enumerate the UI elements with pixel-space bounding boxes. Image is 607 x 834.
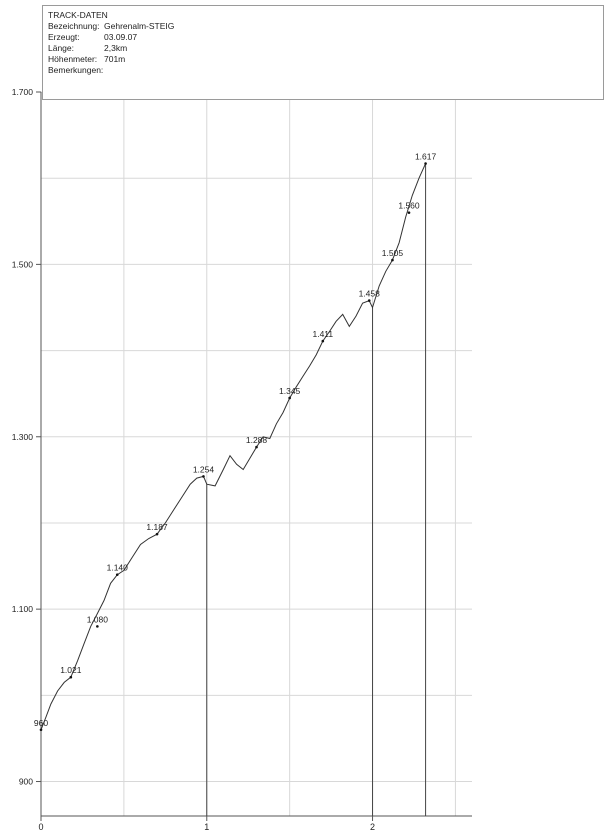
elevation-point: [407, 211, 411, 214]
elevation-point-label: 1.458: [359, 289, 381, 299]
info-key: Bemerkungen:: [48, 65, 104, 75]
y-tick-label: 1.700: [12, 87, 34, 97]
elevation-point: [69, 675, 73, 679]
info-value: 2,3km: [104, 43, 128, 53]
axes: 900 1.100 1.300 1.500 1.700 0 1 2: [12, 87, 472, 832]
elevation-point: [321, 339, 325, 343]
elevation-point-label: 1.411: [312, 329, 333, 339]
elevation-point-label: 1.140: [107, 563, 129, 573]
elevation-point-label: 1.021: [60, 665, 82, 675]
elevation-point: [115, 573, 119, 576]
info-key: Erzeugt:: [48, 32, 80, 42]
elevation-point: [96, 625, 99, 628]
elevation-point: [202, 475, 205, 478]
elevation-point-label: 1.560: [398, 201, 420, 211]
elevation-point-label: 1.187: [146, 522, 168, 532]
info-value: 701m: [104, 54, 126, 64]
elevation-point-label: 1.505: [382, 248, 404, 258]
elevation-point: [255, 445, 258, 449]
info-value: 03.09.07: [104, 32, 138, 42]
elevation-point: [288, 396, 291, 400]
elevation-point: [155, 532, 159, 536]
info-key: Höhenmeter:: [48, 54, 98, 64]
elevation-point: [424, 162, 427, 165]
elevation-point: [391, 258, 394, 262]
labeled-points: 960 1.021 1.080 1.140 1.187 1.254 1.288 1.345 1.…: [34, 152, 437, 732]
elevation-point-label: 1.288: [246, 435, 268, 445]
x-tick-label: 2: [370, 822, 375, 832]
elevation-point-label: 1.617: [415, 152, 437, 162]
y-tick-label: 1.500: [12, 259, 34, 269]
elevation-profile-line: [40, 163, 427, 730]
elevation-point: [367, 299, 371, 302]
elevation-point-label: 960: [34, 718, 48, 728]
elevation-point-label: 1.254: [193, 464, 215, 474]
drop-lines: [206, 163, 427, 816]
y-tick-label: 1.100: [12, 604, 34, 614]
info-value: Gehrenalm-STEIG: [104, 21, 175, 31]
y-tick-label: 1.300: [12, 432, 34, 442]
y-tick-label: 900: [19, 777, 33, 787]
track-data-title: TRACK-DATEN: [48, 10, 108, 20]
info-key: Länge:: [48, 43, 74, 53]
x-tick-label: 0: [38, 822, 43, 832]
track-data-box: TRACK-DATEN Bezeichnung: Gehrenalm-STEIG…: [42, 5, 604, 100]
elevation-point-label: 1.345: [279, 386, 301, 396]
x-tick-label: 1: [204, 822, 209, 832]
elevation-point: [39, 728, 43, 732]
elevation-point-label: 1.080: [87, 614, 109, 624]
info-key: Bezeichnung:: [48, 21, 100, 31]
